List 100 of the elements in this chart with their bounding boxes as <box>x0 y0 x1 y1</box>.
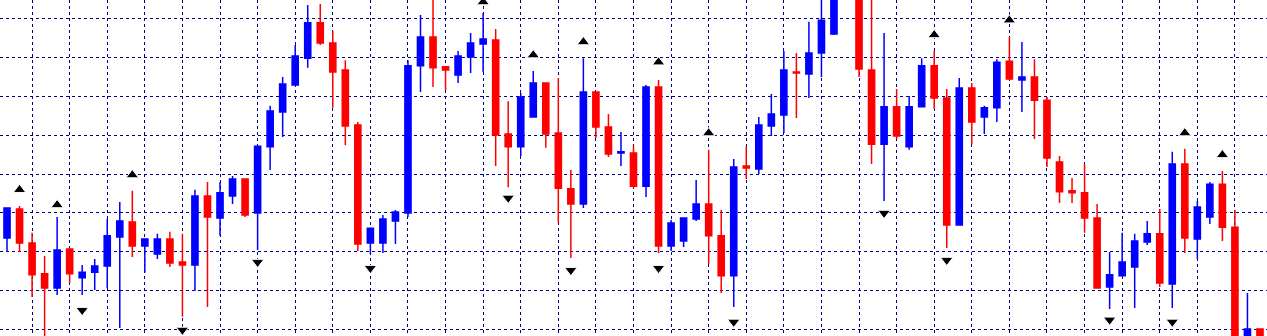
candlestick <box>679 217 688 248</box>
candlestick <box>303 4 312 69</box>
candlestick <box>391 209 400 245</box>
candlestick <box>466 32 475 74</box>
candlestick <box>955 77 964 226</box>
candlestick <box>892 88 901 140</box>
candlestick <box>203 181 212 308</box>
candlestick <box>604 113 613 158</box>
candlestick <box>867 0 876 165</box>
candlestick <box>592 91 600 139</box>
candlestick <box>128 190 137 258</box>
candlestick <box>504 100 513 188</box>
candlestick <box>278 76 287 138</box>
candlestick <box>291 44 300 86</box>
candlestick <box>441 66 450 91</box>
candlestick <box>967 82 976 145</box>
candlestick <box>516 92 525 157</box>
candlestick <box>191 189 199 292</box>
point <box>651 264 666 275</box>
point <box>564 266 578 277</box>
candlestick <box>667 219 675 252</box>
candlestick <box>1168 151 1177 309</box>
candlestick <box>1118 232 1126 278</box>
candlestick <box>341 59 350 146</box>
candlestick <box>78 264 87 296</box>
candlestick <box>1068 177 1076 204</box>
candlestick <box>103 218 112 289</box>
candlestick <box>1155 208 1164 288</box>
candlestick <box>90 258 99 291</box>
candlestick <box>228 175 237 205</box>
candlestick <box>980 105 989 135</box>
candlestick <box>930 50 939 110</box>
candlestick <box>153 233 162 260</box>
candlestick <box>253 145 262 251</box>
candlestick <box>830 0 838 36</box>
candlestick <box>266 105 274 171</box>
point <box>50 198 64 209</box>
candlestick <box>40 255 49 336</box>
point <box>12 183 27 194</box>
candlestick <box>379 214 387 254</box>
candlestick <box>617 131 625 167</box>
candlestick <box>567 169 575 259</box>
candlestick <box>1256 328 1264 336</box>
candlestick <box>1043 96 1051 168</box>
candlestick <box>166 231 174 268</box>
point <box>877 209 891 220</box>
candlestick <box>917 57 926 108</box>
candlestick <box>1206 181 1214 225</box>
candlestick <box>805 21 813 99</box>
candlestick <box>905 95 913 151</box>
candlestick <box>216 181 224 237</box>
candlestick <box>817 0 826 78</box>
candlestick <box>1030 58 1039 140</box>
candlestick <box>754 116 763 175</box>
candlestick <box>1218 170 1227 242</box>
candlestick <box>541 82 550 149</box>
candlestick <box>65 248 74 284</box>
candlestick <box>53 216 61 296</box>
candlestick <box>855 0 863 78</box>
candlestick <box>529 70 538 118</box>
candlestick <box>429 0 437 88</box>
candlestick <box>642 84 650 198</box>
candlestick <box>491 28 500 167</box>
point <box>75 306 90 317</box>
candlestick <box>1005 36 1014 80</box>
candlestick <box>3 207 11 253</box>
candlestick <box>1130 233 1139 309</box>
candlestick <box>366 227 375 255</box>
candlestick <box>880 32 888 202</box>
candlestick <box>328 30 337 109</box>
point <box>927 28 942 39</box>
candlestick <box>993 58 1001 123</box>
candlestick <box>742 146 751 180</box>
point <box>250 258 265 269</box>
candlestick <box>1143 220 1152 246</box>
candlestick <box>1243 292 1252 336</box>
candlestick <box>15 205 24 253</box>
candlestick <box>1093 203 1101 289</box>
candlestick <box>241 178 249 218</box>
candlestick <box>579 57 588 209</box>
candlestick <box>692 179 700 222</box>
candlestick <box>416 14 425 93</box>
candlestick <box>729 158 738 308</box>
point <box>1215 148 1230 159</box>
candlestick <box>1018 41 1026 113</box>
candlestick <box>316 3 325 46</box>
candlestick <box>454 50 462 84</box>
candlestick <box>1193 200 1202 260</box>
candlestick <box>767 93 776 137</box>
candlestick <box>629 144 638 189</box>
candlestick <box>780 50 788 134</box>
candlestick <box>717 209 726 294</box>
point <box>939 256 954 267</box>
point <box>363 264 378 275</box>
candlestick <box>792 52 801 119</box>
candlestick <box>115 201 124 329</box>
candlestick <box>141 238 149 274</box>
candlestick <box>1080 163 1089 234</box>
candlestick <box>28 232 36 298</box>
candlestick <box>654 79 663 254</box>
